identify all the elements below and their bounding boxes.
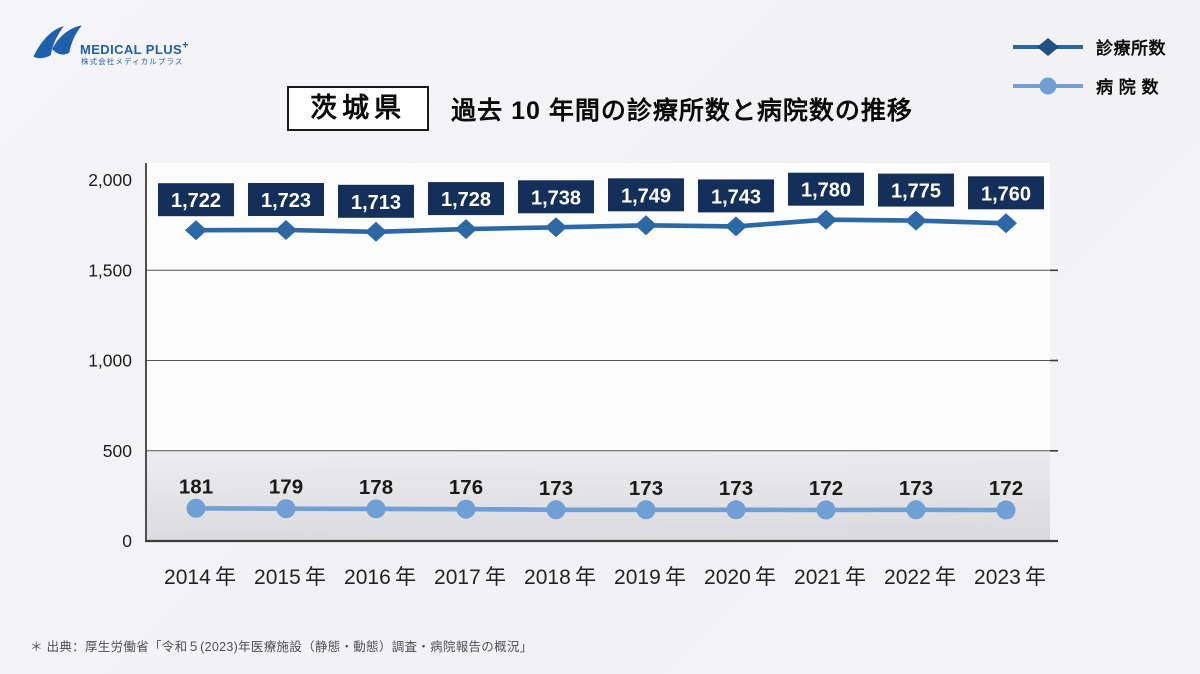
value-label: 172 [989,477,1023,500]
diamond-marker [455,219,477,240]
x-tick-label: 2014 年 [164,566,236,589]
circle-marker [366,499,386,519]
diamond-marker [995,213,1017,234]
value-label-box [428,182,504,216]
value-label-box [158,183,234,217]
value-label: 1,713 [351,192,401,214]
legend-diamond-icon [1037,37,1059,56]
value-label: 1,760 [981,183,1031,205]
diamond-marker [545,217,567,238]
value-label: 172 [809,477,843,500]
circle-marker [186,498,206,518]
value-label: 173 [719,477,753,500]
value-label: 1,749 [621,185,671,207]
value-label: 176 [449,476,483,499]
logo-plus: + [182,40,189,52]
y-tick-label: 1,500 [88,260,132,280]
value-label-box [878,173,954,207]
circle-marker [456,499,476,519]
value-label: 173 [539,477,573,500]
title-row: 茨城県 過去 10 年間の診療所数と病院数の推移 [0,86,1200,132]
circle-marker [816,500,836,520]
value-label: 1,722 [171,190,221,212]
circle-marker [636,500,656,520]
series-line-病院数 [193,505,1009,513]
value-label: 178 [359,476,393,499]
value-label-box [968,176,1044,210]
logo-company-name: 株式会社メディカルプラス [81,57,184,66]
diamond-marker [365,221,387,242]
diamond-marker [635,215,657,236]
x-tick-label: 2016 年 [344,566,416,589]
legend-label: 診療所数 [1096,39,1166,58]
value-label-box [338,184,414,218]
circle-marker [996,500,1016,520]
value-label: 173 [899,477,933,500]
circle-marker [546,500,566,520]
value-label: 1,775 [891,181,941,203]
legend-line-sample [1013,37,1083,56]
legend-line-sample [1013,77,1083,94]
circle-marker [726,500,746,520]
legend-item-1: 病 院 数 [1013,73,1166,98]
circle-marker [906,500,926,520]
logo-brand-text: MEDICAL PLUS+ [80,40,189,58]
x-tick-label: 2018 年 [524,566,596,589]
x-tick-label: 2021 年 [794,566,866,589]
circle-marker [276,499,296,519]
value-label-box [608,178,684,212]
value-label: 1,780 [801,180,851,202]
logo-m-wave-icon [33,25,82,59]
value-label: 179 [269,476,303,499]
value-label: 1,738 [531,187,581,209]
value-label-box [518,180,594,214]
x-tick-label: 2017 年 [434,566,506,589]
legend-label: 病 院 数 [1096,78,1159,97]
diamond-marker [815,209,837,230]
value-label: 1,723 [261,190,311,212]
y-tick-label: 0 [122,531,132,551]
value-label: 1,743 [711,186,761,208]
x-tick-label: 2023 年 [974,566,1046,589]
diamond-marker [185,220,207,241]
prefecture-badge: 茨城県 [287,86,430,132]
y-tick-label: 2,000 [88,170,132,190]
value-label: 173 [629,477,663,500]
value-label: 1,728 [441,189,491,211]
x-tick-label: 2022 年 [884,566,956,589]
band-0-500 [147,450,1050,542]
chart-title: 過去 10 年間の診療所数と病院数の推移 [451,96,913,125]
diamond-marker [905,210,927,231]
value-label-box [698,179,774,213]
x-tick-label: 2015 年 [254,566,326,589]
diamond-marker [275,220,297,240]
legend-item-0: 診療所数 [1013,34,1166,59]
value-label-box [788,172,864,206]
y-tick-label: 500 [103,441,132,461]
series-line-診療所数 [193,217,1009,235]
legend-circle-icon [1039,77,1057,94]
source-note: ＊ 出典：厚生労働省「令和５(2023)年医療施設（静態・動態）調査・病院報告の… [30,640,533,654]
y-tick-label: 1,000 [88,351,132,371]
x-tick-label: 2020 年 [704,566,776,589]
value-label: 181 [179,475,213,498]
diamond-marker [725,216,747,237]
value-label-box [248,183,324,216]
medical-plus-logo: MEDICAL PLUS+ 株式会社メディカルプラス [30,22,200,72]
chart-legend: 診療所数 病 院 数 [1013,34,1166,98]
x-tick-label: 2019 年 [614,566,686,589]
